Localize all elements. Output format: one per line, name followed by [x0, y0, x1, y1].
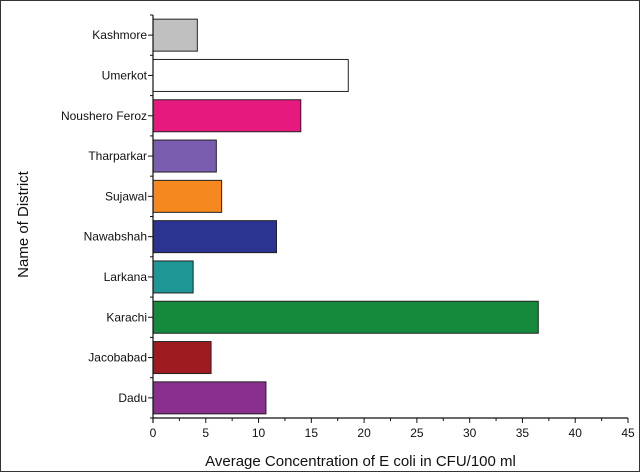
- bar-jacobabad: [152, 341, 212, 375]
- category-label-sujawal: Sujawal: [105, 189, 147, 203]
- category-label-larkana: Larkana: [104, 270, 148, 284]
- axes-group: [148, 14, 629, 423]
- category-label-tharparkar: Tharparkar: [88, 149, 147, 163]
- x-tick-label-0: 0: [150, 426, 157, 440]
- category-label-nawabshah: Nawabshah: [84, 230, 147, 244]
- category-label-umerkot: Umerkot: [102, 68, 148, 82]
- x-tick-label-10: 10: [252, 426, 266, 440]
- x-axis-title: Average Concentration of E coli in CFU/1…: [205, 453, 516, 470]
- bar-kashmore: [152, 18, 198, 52]
- bar-karachi: [152, 300, 539, 334]
- x-tick-label-20: 20: [357, 426, 371, 440]
- x-tick-label-40: 40: [569, 426, 583, 440]
- x-tick-label-15: 15: [305, 426, 319, 440]
- x-tick-label-45: 45: [621, 426, 635, 440]
- bar-noushero-feroz: [152, 99, 302, 133]
- bar-dadu: [152, 381, 267, 415]
- category-label-jacobabad: Jacobabad: [88, 351, 147, 365]
- bar-tharparkar: [152, 139, 217, 173]
- category-label-dadu: Dadu: [118, 391, 147, 405]
- category-label-noushero-feroz: Noushero Feroz: [61, 109, 147, 123]
- bar-sujawal: [152, 179, 223, 213]
- y-axis-title: Name of District: [15, 170, 32, 278]
- bar-nawabshah: [152, 220, 277, 254]
- labels-group: Kashmore Umerkot Noushero Feroz Tharparkar S…: [61, 28, 635, 440]
- bar-umerkot: [152, 58, 349, 92]
- category-label-karachi: Karachi: [106, 310, 147, 324]
- x-tick-label-5: 5: [202, 426, 209, 440]
- category-label-kashmore: Kashmore: [92, 28, 147, 42]
- x-tick-label-25: 25: [410, 426, 424, 440]
- x-tick-label-35: 35: [516, 426, 530, 440]
- bar-larkana: [152, 260, 194, 294]
- bars-group: [152, 18, 539, 415]
- x-tick-label-30: 30: [463, 426, 477, 440]
